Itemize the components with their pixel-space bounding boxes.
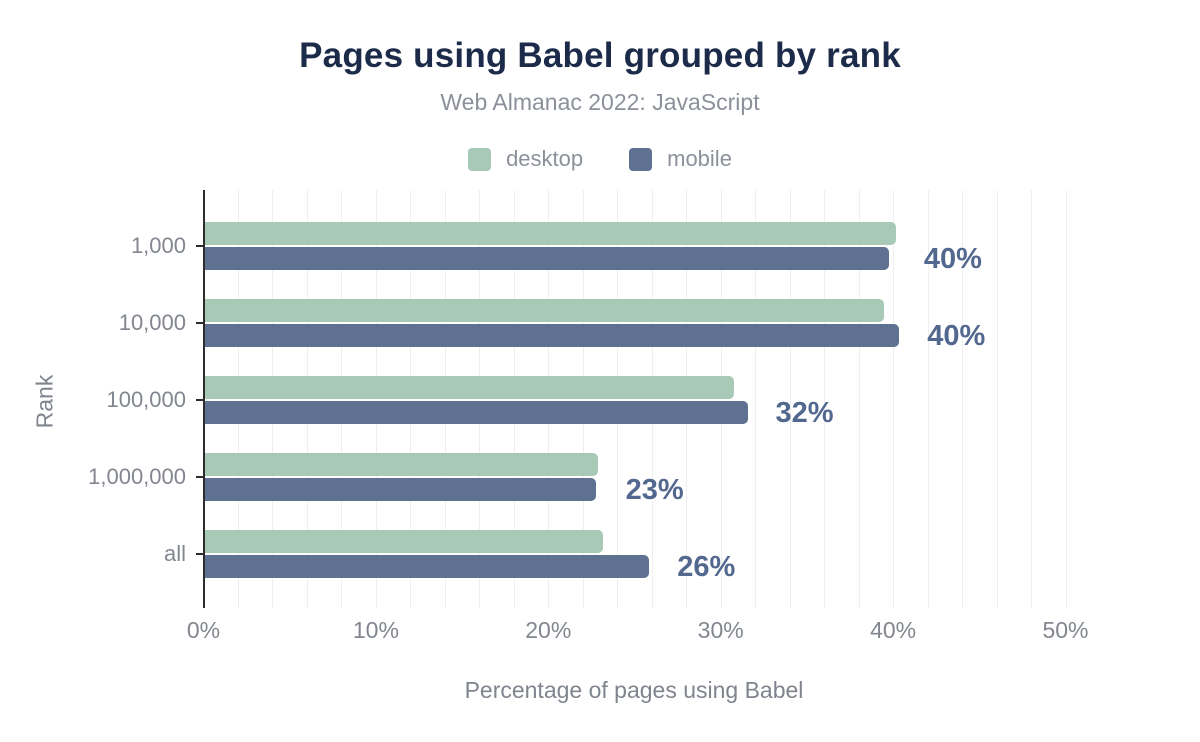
bar-mobile-4 (204, 555, 650, 578)
chart-legend: desktop mobile (0, 146, 1200, 172)
value-label: 23% (625, 473, 684, 506)
bar-desktop-3 (204, 453, 598, 476)
gridline (410, 190, 412, 608)
gridline (686, 190, 688, 608)
gridline (237, 190, 239, 608)
category-tick (195, 399, 203, 401)
bar-desktop-4 (204, 530, 603, 553)
gridline (996, 190, 998, 608)
bar-mobile-2 (204, 401, 748, 424)
gridline (479, 190, 481, 608)
legend-label-mobile: mobile (667, 146, 732, 171)
category-tick (195, 553, 203, 555)
gridline (548, 190, 550, 608)
legend-item-desktop: desktop (468, 146, 583, 172)
legend-item-mobile: mobile (629, 146, 732, 172)
gridline (893, 190, 895, 608)
x-tick-label: 40% (870, 617, 917, 643)
gridline (444, 190, 446, 608)
desktop-swatch-icon (468, 147, 492, 171)
chart-title: Pages using Babel grouped by rank (299, 36, 901, 75)
gridline (858, 190, 860, 608)
bar-mobile-1 (204, 324, 900, 347)
value-label: 26% (677, 550, 736, 583)
gridline (720, 190, 722, 608)
value-label: 40% (923, 242, 982, 275)
category-label: 1,000 (130, 233, 186, 258)
value-label: 32% (775, 396, 834, 429)
x-tick-label: 30% (697, 617, 744, 643)
gridline (755, 190, 757, 608)
gridline (617, 190, 619, 608)
gridline (824, 190, 826, 608)
category-label: 10,000 (118, 310, 186, 335)
gridline (1031, 190, 1033, 608)
x-tick-label: 0% (186, 617, 221, 643)
x-tick-label: 50% (1042, 617, 1089, 643)
x-axis-title: Percentage of pages using Babel (464, 677, 804, 703)
gridline (789, 190, 791, 608)
gridline (306, 190, 308, 608)
value-label: 40% (927, 319, 986, 352)
gridline (272, 190, 274, 608)
gridline (962, 190, 964, 608)
category-tick (195, 245, 203, 247)
y-axis-line (202, 190, 205, 608)
gridline (341, 190, 343, 608)
gridline (651, 190, 653, 608)
bar-desktop-0 (204, 222, 896, 245)
bar-desktop-2 (204, 376, 734, 399)
category-label: 1,000,000 (88, 464, 186, 489)
gridline (927, 190, 929, 608)
mobile-swatch-icon (629, 147, 653, 171)
bar-mobile-0 (204, 247, 889, 270)
gridline (1065, 190, 1067, 608)
category-tick (195, 322, 203, 324)
x-tick-label: 10% (352, 617, 399, 643)
category-label: 100,000 (106, 387, 186, 412)
bar-mobile-3 (204, 478, 596, 501)
category-label: all (163, 541, 186, 566)
category-tick (195, 476, 203, 478)
chart-subtitle: Web Almanac 2022: JavaScript (440, 89, 760, 115)
legend-label-desktop: desktop (506, 146, 584, 171)
y-axis-title: Rank (31, 374, 58, 429)
bar-desktop-1 (204, 299, 884, 322)
x-tick-label: 20% (525, 617, 572, 643)
gridline (375, 190, 377, 608)
gridline (513, 190, 515, 608)
gridline (582, 190, 584, 608)
